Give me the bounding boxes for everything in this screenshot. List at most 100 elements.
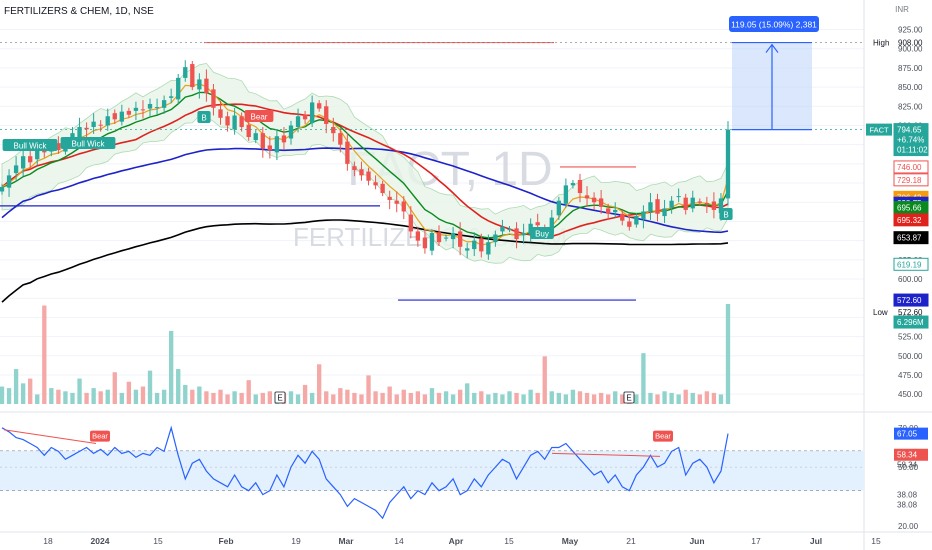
candle-body xyxy=(338,133,343,145)
volume-bar xyxy=(648,392,653,404)
candle-body xyxy=(176,77,181,100)
volume-bar xyxy=(690,392,695,404)
volume-bar xyxy=(295,394,301,404)
candle-body xyxy=(704,203,710,205)
volume-bar xyxy=(528,389,533,404)
candle-body xyxy=(140,109,146,111)
volume-bar xyxy=(620,394,625,404)
rsi-tag-value: 67.05 xyxy=(897,430,918,439)
rsi-divergence-line xyxy=(551,452,661,457)
volume-bar xyxy=(457,389,463,404)
candle-body xyxy=(465,248,470,251)
measure-arrow-head xyxy=(765,43,779,53)
signal-badge-bg xyxy=(244,110,274,122)
rsi-band xyxy=(0,450,864,491)
candle-body xyxy=(408,214,413,232)
price-tag-bg xyxy=(893,257,929,271)
candle-body xyxy=(648,202,653,212)
volume-bar xyxy=(56,389,61,404)
candle-body xyxy=(161,100,167,108)
ema-10-line xyxy=(1,91,729,239)
volume-bar xyxy=(606,394,611,404)
x-tick: Jul xyxy=(810,536,822,546)
volume-bar xyxy=(436,392,442,404)
volume-bar xyxy=(507,391,512,404)
volume-bar xyxy=(140,386,146,404)
candle-body xyxy=(690,197,695,209)
volume-bar xyxy=(641,353,646,404)
volume-bar xyxy=(302,384,308,404)
x-tick: Apr xyxy=(449,536,464,546)
signal-badge: Bull Wick xyxy=(72,140,106,149)
price-tag-value: 695.32 xyxy=(897,216,922,225)
price-tag-value: 653.87 xyxy=(897,234,922,243)
price-tick: 450.00 xyxy=(898,390,923,399)
candle-body xyxy=(669,200,674,208)
candle-body xyxy=(535,222,540,226)
candle-body xyxy=(56,143,61,151)
rsi-tag-value: 38.08 xyxy=(897,491,918,500)
volume-bar xyxy=(77,378,82,404)
candle-body xyxy=(457,231,463,247)
rsi-tag-value: 38.08 xyxy=(897,501,918,510)
rsi-line xyxy=(1,425,729,520)
volume-bar xyxy=(669,392,674,404)
candle-body xyxy=(77,127,82,137)
price-tick: 475.00 xyxy=(898,371,923,380)
candle-body xyxy=(718,198,724,213)
candle-body xyxy=(415,231,421,241)
candle-body xyxy=(549,217,554,234)
candle-body xyxy=(521,232,526,236)
price-tick: 525.00 xyxy=(898,333,923,342)
earnings-marker xyxy=(623,391,635,404)
candle-body xyxy=(500,226,505,232)
volume-bar xyxy=(577,391,583,404)
currency-label: INR xyxy=(895,5,909,14)
volume-bar xyxy=(70,392,75,404)
candle-body xyxy=(352,166,357,171)
price-tag-bg xyxy=(893,293,929,307)
price-tick: 600.00 xyxy=(898,275,923,284)
chart-title: FERTILIZERS & CHEM, 1D, NSE xyxy=(4,6,154,17)
candle-body xyxy=(91,121,96,128)
x-tick: 21 xyxy=(626,536,636,546)
volume-bar xyxy=(394,394,399,404)
sma-200-line xyxy=(1,219,729,303)
volume-bar xyxy=(683,389,688,404)
candle-body xyxy=(577,179,583,194)
candle-body xyxy=(401,201,406,212)
rsi-tag-value: 58.34 xyxy=(897,461,918,470)
earnings-marker xyxy=(274,391,286,404)
volume-bar xyxy=(309,392,315,404)
candle-body xyxy=(683,197,688,210)
price-tag-bg xyxy=(893,173,929,187)
signal-badge: Bull Wick xyxy=(14,142,48,151)
price-tag-value: 572.60 xyxy=(897,296,922,305)
price-tag-value: 6.296M xyxy=(897,318,924,327)
candle-body xyxy=(380,183,385,194)
measure-layer: 119.05 (15.09%) 2,381 xyxy=(729,16,819,131)
candle-body xyxy=(281,135,287,143)
x-tick: 18 xyxy=(43,536,53,546)
volume-bar xyxy=(359,394,364,404)
volume-bar xyxy=(42,305,47,404)
candle-body xyxy=(563,185,569,204)
x-tick: May xyxy=(562,536,579,546)
candle-body xyxy=(493,234,498,243)
volume-bar xyxy=(169,330,174,404)
candle-body xyxy=(20,156,26,169)
candle-body xyxy=(345,141,350,164)
measure-label-bg xyxy=(729,16,819,32)
candle-body xyxy=(197,79,202,90)
volume-bar xyxy=(486,394,491,404)
candle-body xyxy=(295,116,301,128)
volume-bar xyxy=(563,394,569,404)
volume-bar xyxy=(63,391,68,404)
candle-body xyxy=(112,113,117,120)
price-tag-value: 695.66 xyxy=(897,204,922,213)
earnings-marker-label: E xyxy=(277,394,282,403)
rsi-bear-badge: Bear xyxy=(655,432,671,441)
volume-bar xyxy=(556,392,561,404)
candle-body xyxy=(598,198,604,207)
